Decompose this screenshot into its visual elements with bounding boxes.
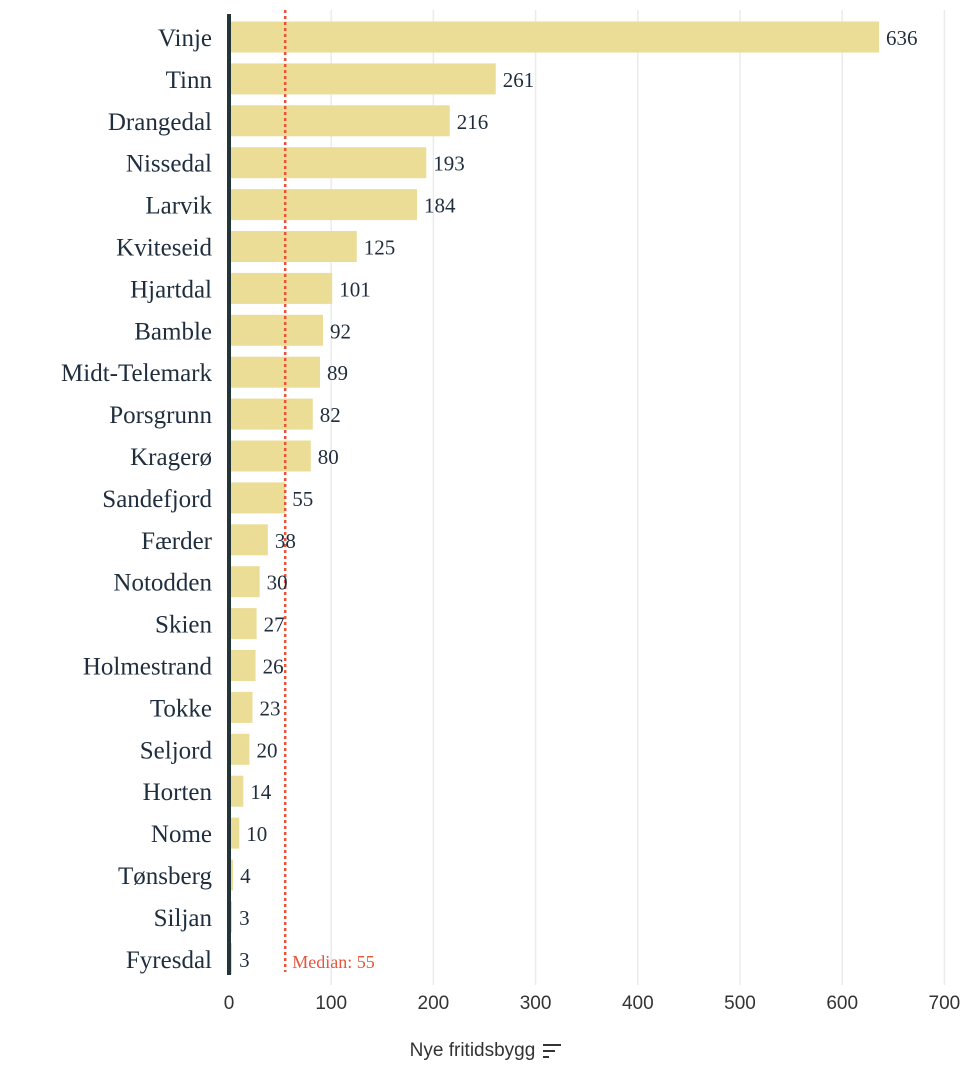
bar [229, 440, 311, 472]
data-label: 26 [263, 655, 284, 679]
bar [229, 398, 313, 430]
median-label: Median: 55 [292, 952, 375, 972]
x-axis-title: Nye fritidsbygg [409, 1040, 536, 1061]
data-label: 38 [275, 529, 296, 553]
x-tick-label: 100 [315, 993, 347, 1014]
category-label: Siljan [154, 905, 213, 932]
data-label: 30 [267, 571, 288, 595]
category-label: Notodden [113, 570, 212, 597]
category-label: Færder [141, 528, 213, 555]
bar [229, 817, 240, 849]
x-tick-label: 300 [520, 993, 552, 1014]
data-label: 4 [240, 864, 251, 888]
bar [229, 733, 250, 765]
data-label: 55 [292, 487, 313, 511]
category-label: Kviteseid [116, 235, 212, 262]
data-label: 20 [256, 738, 277, 762]
bar [229, 356, 320, 388]
category-label: Nome [151, 821, 212, 848]
bar [229, 650, 256, 681]
category-label: Porsgrunn [109, 402, 212, 429]
data-label: 261 [503, 68, 535, 92]
x-tick-label: 200 [418, 993, 450, 1014]
x-tick-label: 600 [826, 993, 858, 1014]
bar [229, 775, 244, 807]
bar [229, 859, 234, 891]
data-label: 80 [318, 445, 339, 469]
x-tick-labels: 0 100 200 300 400 500 600 700 [224, 993, 961, 1014]
bar [229, 482, 286, 514]
category-label: Horten [143, 779, 213, 806]
data-label: 193 [433, 152, 465, 176]
category-label: Hjartdal [130, 276, 212, 303]
bar [229, 314, 324, 346]
category-label: Vinje [158, 25, 212, 52]
data-label: 3 [239, 906, 250, 930]
category-label: Larvik [145, 193, 212, 220]
category-label: Fyresdal [126, 947, 212, 974]
category-label: Holmestrand [83, 654, 213, 681]
category-label: Sandefjord [102, 486, 212, 513]
sort-icon[interactable] [543, 1044, 562, 1058]
median-line-group: Median: 55 [283, 10, 375, 972]
bar [229, 105, 450, 137]
x-axis-title-wrap: Nye fritidsbygg [0, 1040, 971, 1062]
category-label: Bamble [134, 318, 212, 345]
bar [229, 189, 418, 221]
data-label: 216 [457, 110, 489, 134]
bar [229, 691, 253, 723]
data-label: 82 [320, 403, 341, 427]
category-label: Skien [155, 612, 212, 639]
data-label: 101 [339, 277, 371, 301]
data-label: 3 [239, 948, 250, 972]
category-label: Nissedal [126, 151, 212, 178]
data-label: 92 [330, 319, 351, 343]
data-label: 23 [260, 696, 281, 720]
bar [229, 608, 257, 640]
data-label: 636 [886, 26, 918, 50]
data-label: 184 [424, 194, 456, 218]
x-tick-label: 400 [622, 993, 654, 1014]
grid-lines [330, 10, 946, 985]
x-tick-label: 500 [724, 993, 756, 1014]
data-label: 14 [250, 780, 271, 804]
bar [229, 566, 260, 598]
bars [229, 21, 879, 975]
category-label: Drangedal [108, 109, 212, 136]
bar [229, 63, 496, 95]
category-label: Kragerø [130, 444, 212, 471]
data-label: 27 [264, 613, 285, 637]
category-label: Seljord [140, 737, 213, 764]
category-label: Tønsberg [118, 863, 212, 890]
bar [229, 231, 357, 262]
category-label: Midt-Telemark [61, 360, 212, 387]
bar [229, 21, 879, 53]
bar-chart: Median: 55 Vinje Tinn Drangedal Nissedal Lar… [61, 10, 961, 1014]
data-label: 125 [364, 236, 396, 260]
x-tick-label: 700 [929, 993, 961, 1014]
data-label: 10 [246, 822, 267, 846]
bar [229, 147, 427, 179]
category-label: Tinn [166, 67, 213, 94]
bar [229, 272, 333, 304]
category-label: Tokke [150, 695, 212, 722]
bar [229, 524, 268, 556]
category-labels: Vinje Tinn Drangedal Nissedal Larvik Kvitesei… [61, 25, 213, 974]
x-tick-label: 0 [224, 993, 235, 1014]
data-label: 89 [327, 361, 348, 385]
